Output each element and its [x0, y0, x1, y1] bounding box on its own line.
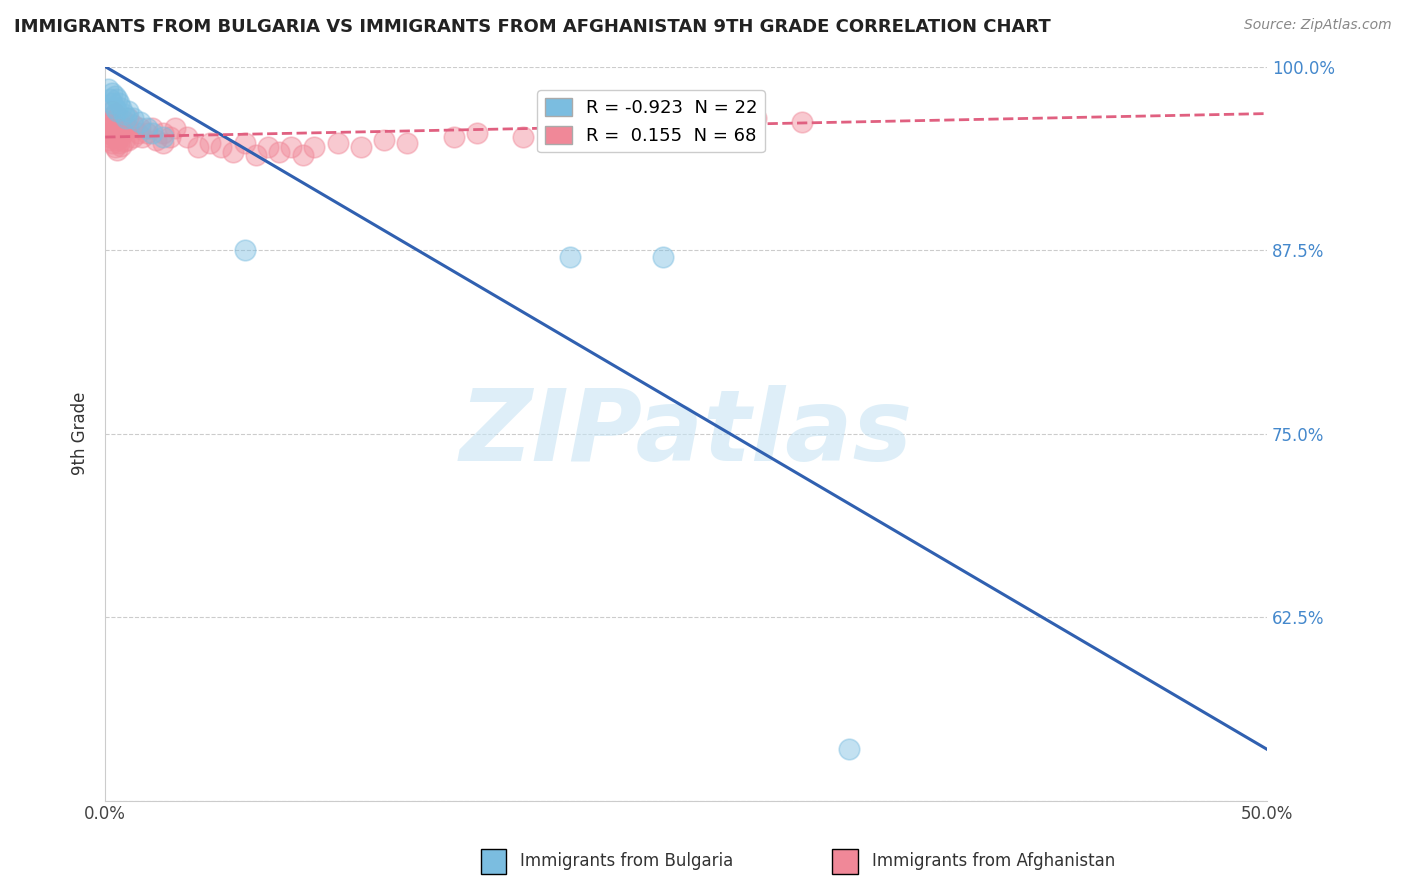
Point: [136, 126, 159, 140]
Point: [651, 251, 673, 265]
Point: [373, 133, 395, 147]
Point: [198, 136, 221, 150]
Y-axis label: 9th Grade: 9th Grade: [72, 392, 89, 475]
Point: [98, 111, 121, 125]
Point: [112, 114, 135, 128]
Point: [103, 101, 125, 115]
Point: [96, 118, 118, 132]
Point: [117, 121, 139, 136]
Point: [187, 140, 209, 154]
Point: [209, 140, 232, 154]
Point: [108, 126, 131, 140]
Point: [141, 121, 163, 136]
Point: [152, 126, 174, 140]
Point: [101, 136, 124, 150]
Point: [651, 115, 673, 129]
Point: [291, 147, 314, 161]
Text: IMMIGRANTS FROM BULGARIA VS IMMIGRANTS FROM AFGHANISTAN 9TH GRADE CORRELATION CH: IMMIGRANTS FROM BULGARIA VS IMMIGRANTS F…: [14, 18, 1050, 36]
Point: [101, 126, 124, 140]
Point: [558, 121, 581, 136]
Point: [245, 147, 267, 161]
Point: [103, 106, 125, 120]
Point: [103, 130, 125, 145]
Point: [350, 140, 373, 154]
Point: [152, 130, 174, 145]
Point: [103, 140, 125, 154]
Point: [98, 92, 121, 106]
Point: [465, 126, 488, 140]
Point: [105, 133, 128, 147]
Point: [110, 139, 132, 153]
Point: [115, 111, 138, 125]
Point: [605, 118, 627, 132]
Point: [129, 121, 152, 136]
Point: [233, 243, 256, 257]
Point: [792, 115, 814, 129]
Point: [257, 140, 280, 154]
Point: [558, 251, 581, 265]
Point: [101, 86, 124, 100]
Point: [117, 103, 139, 118]
Point: [131, 130, 153, 145]
Point: [103, 89, 125, 103]
Point: [105, 143, 128, 157]
Point: [122, 130, 145, 145]
Point: [512, 130, 534, 145]
Point: [280, 140, 302, 154]
Point: [269, 145, 291, 159]
Point: [176, 130, 198, 145]
Point: [105, 103, 128, 118]
Point: [838, 742, 860, 756]
Point: [304, 140, 326, 154]
Point: [110, 101, 132, 115]
Point: [163, 121, 186, 136]
Point: [122, 111, 145, 125]
Point: [117, 111, 139, 125]
Point: [129, 115, 152, 129]
Point: [103, 118, 125, 132]
Point: [108, 136, 131, 150]
Point: [108, 96, 131, 111]
Point: [110, 128, 132, 143]
Point: [117, 133, 139, 147]
Text: Immigrants from Bulgaria: Immigrants from Bulgaria: [520, 852, 734, 870]
Point: [105, 111, 128, 125]
Point: [96, 133, 118, 147]
Point: [96, 126, 118, 140]
Point: [396, 136, 419, 150]
Point: [98, 121, 121, 136]
Point: [115, 121, 138, 136]
Point: [697, 121, 720, 136]
Point: [105, 92, 128, 106]
Legend: R = -0.923  N = 22, R =  0.155  N = 68: R = -0.923 N = 22, R = 0.155 N = 68: [537, 90, 765, 153]
Point: [110, 118, 132, 132]
Point: [122, 118, 145, 132]
Point: [101, 103, 124, 118]
Point: [159, 130, 181, 145]
Point: [127, 126, 149, 140]
Point: [112, 124, 135, 138]
Point: [233, 136, 256, 150]
Point: [136, 121, 159, 136]
Point: [96, 81, 118, 95]
Point: [141, 126, 163, 140]
Point: [326, 136, 349, 150]
Point: [745, 111, 768, 125]
Point: [145, 133, 167, 147]
Point: [152, 136, 174, 150]
Point: [101, 114, 124, 128]
Point: [112, 135, 135, 149]
Text: Source: ZipAtlas.com: Source: ZipAtlas.com: [1244, 18, 1392, 32]
Point: [108, 115, 131, 129]
Point: [222, 145, 245, 159]
Point: [105, 121, 128, 136]
Text: ZIPatlas: ZIPatlas: [460, 385, 912, 482]
Point: [101, 96, 124, 111]
Point: [98, 130, 121, 145]
Text: Immigrants from Afghanistan: Immigrants from Afghanistan: [872, 852, 1115, 870]
Point: [112, 106, 135, 120]
Point: [443, 130, 465, 145]
